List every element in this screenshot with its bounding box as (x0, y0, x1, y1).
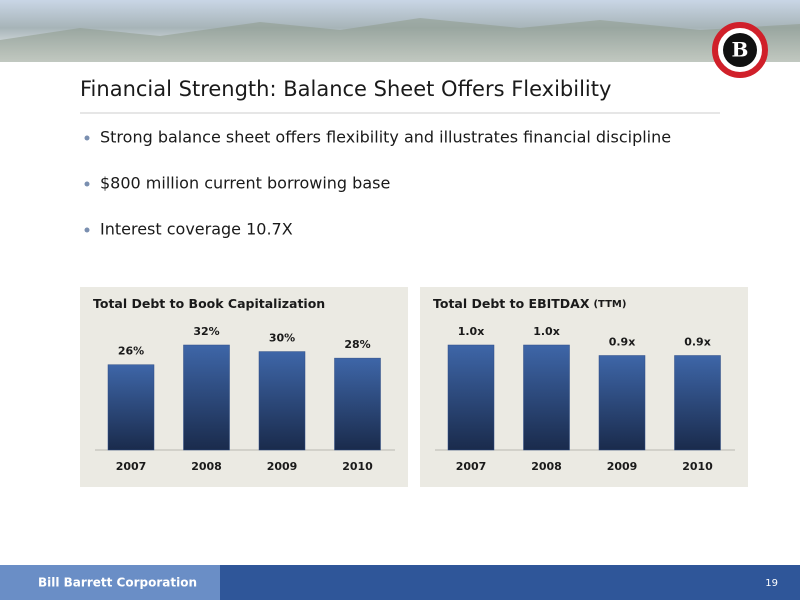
chart-subtitle: (TTM) (593, 299, 626, 310)
bar (598, 355, 646, 451)
value-label: 26% (118, 345, 144, 358)
x-tick-label: 2010 (682, 460, 713, 473)
page-number: 19 (765, 578, 778, 589)
bar (523, 344, 570, 451)
charts: Total Debt to Book Capitalization 26% 2007… (80, 287, 748, 487)
footer-right (220, 565, 800, 600)
bullet-text: Interest coverage 10.7X (100, 220, 293, 239)
value-label: 30% (269, 332, 295, 345)
value-label: 32% (193, 325, 219, 338)
bullet-list: Strong balance sheet offers flexibility … (84, 128, 671, 239)
chart-title-text: Total Debt to EBITDAX (433, 296, 590, 311)
svg-text:B: B (732, 38, 749, 62)
value-label: 0.9x (609, 336, 636, 349)
x-tick-label: 2007 (456, 460, 487, 473)
footer-company: Bill Barrett Corporation (38, 576, 197, 590)
value-label: 28% (344, 338, 370, 351)
x-tick-label: 2009 (607, 460, 638, 473)
value-label: 1.0x (533, 325, 560, 338)
bar (674, 355, 721, 451)
chart-title: Total Debt to Book Capitalization (93, 296, 325, 311)
x-tick-label: 2010 (342, 460, 373, 473)
bar (258, 351, 306, 451)
bar (447, 344, 495, 451)
bar (334, 357, 381, 451)
bar (183, 344, 230, 451)
value-label: 0.9x (684, 336, 711, 349)
bullet-text: Strong balance sheet offers flexibility … (100, 128, 671, 147)
footer-left (0, 565, 220, 600)
chart-title: Total Debt to EBITDAX (TTM) (433, 296, 626, 311)
bullet-text: $800 million current borrowing base (100, 174, 390, 193)
bullet-dot (84, 181, 90, 187)
x-tick-label: 2009 (267, 460, 298, 473)
bullet-dot (84, 135, 90, 141)
slide-title: Financial Strength: Balance Sheet Offers… (80, 77, 611, 101)
x-tick-label: 2008 (531, 460, 562, 473)
mountains (0, 18, 800, 62)
value-label: 1.0x (458, 325, 485, 338)
bullet-dot (84, 227, 90, 233)
x-tick-label: 2008 (191, 460, 222, 473)
logo: B (712, 22, 768, 78)
bar (107, 364, 155, 451)
x-tick-label: 2007 (116, 460, 147, 473)
chart-title-text: Total Debt to Book Capitalization (93, 296, 325, 311)
